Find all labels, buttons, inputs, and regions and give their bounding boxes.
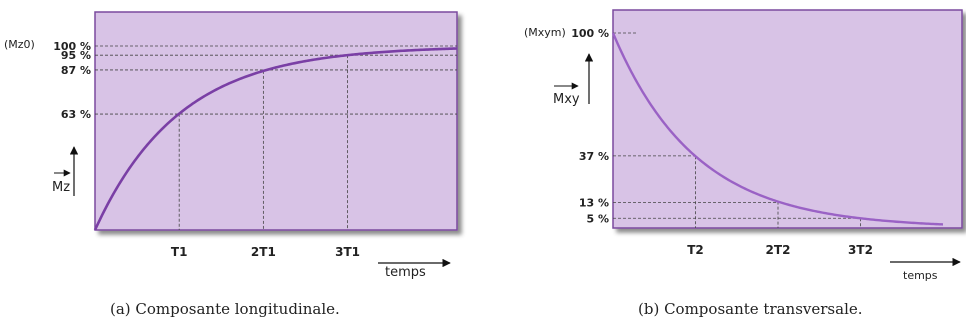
- y-top-label: (Mxym): [524, 26, 566, 39]
- caption-b: (b) Composante transversale.: [638, 300, 863, 318]
- x-axis-label: temps: [903, 269, 938, 282]
- x-tick-label: 3T2: [848, 243, 873, 257]
- y-tick-labels: 100 % 37 % 13 % 5 %: [571, 27, 609, 225]
- y-tick-label: 37 %: [579, 150, 609, 163]
- plot-background: [94, 11, 458, 231]
- x-tick-labels: T1 2T1 3T1: [171, 245, 360, 259]
- guide-lines: [613, 32, 861, 228]
- curve-longitudinal: [93, 47, 458, 231]
- plot-background: [612, 9, 963, 229]
- y-axis-label: Mxy: [553, 92, 580, 107]
- y-tick-label: 13 %: [579, 197, 609, 210]
- y-tick-label: 87 %: [61, 64, 91, 77]
- x-tick-labels: T2 2T2 3T2: [687, 243, 873, 257]
- y-tick-label: 95 %: [61, 49, 91, 62]
- y-tick-label: 63 %: [61, 108, 91, 121]
- caption-a: (a) Composante longitudinale.: [110, 300, 340, 318]
- y-tick-label: 100 %: [571, 27, 609, 40]
- guide-lines: [95, 45, 457, 230]
- chart-panel-longitudinal: 100 %95 % 87 % 63 % T1 2T1 3T1 (Mz0) Mz temp…: [4, 11, 458, 318]
- x-tick-label: 2T2: [766, 243, 791, 257]
- x-tick-label: 3T1: [335, 245, 360, 259]
- y-top-label: (Mz0): [4, 38, 35, 51]
- x-tick-label: T2: [687, 243, 704, 257]
- y-tick-labels: 100 %95 % 87 % 63 %: [53, 40, 91, 121]
- x-tick-label: 2T1: [251, 245, 276, 259]
- x-tick-label: T1: [171, 245, 188, 259]
- y-tick-label: 100 %: [53, 40, 91, 53]
- y-tick-label: 5 %: [586, 212, 609, 225]
- y-axis-label: Mz: [52, 180, 70, 195]
- curve-transversal: [611, 32, 944, 226]
- x-axis-label: temps: [385, 265, 426, 280]
- chart-panel-transversal: 100 % 37 % 13 % 5 % T2 2T2 3T2 (Mxym) Mxy tem…: [524, 9, 963, 318]
